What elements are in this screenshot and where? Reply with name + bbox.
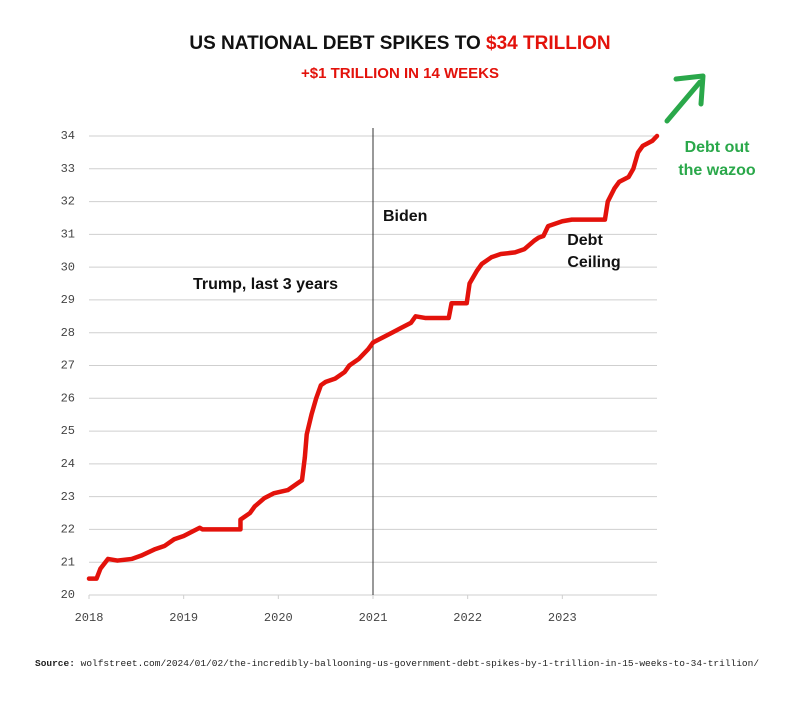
x-tick-label: 2021	[359, 611, 388, 625]
y-tick-label: 26	[61, 391, 75, 405]
x-tick-label: 2020	[264, 611, 293, 625]
y-tick-label: 31	[61, 228, 75, 242]
y-tick-label: 20	[61, 588, 75, 602]
annotation: Biden	[383, 208, 427, 225]
source: Source: wolfstreet.com/2024/01/02/the-in…	[35, 657, 770, 671]
annotation: Debt	[567, 232, 603, 249]
y-tick-label: 29	[61, 293, 75, 307]
subtitle: +$1 TRILLION IN 14 WEEKS	[301, 65, 499, 82]
debt-line	[86, 133, 660, 581]
chart: US NATIONAL DEBT SPIKES TO $34 TRILLION …	[61, 33, 756, 625]
y-tick-label: 21	[61, 555, 75, 569]
x-tick-label: 2022	[453, 611, 482, 625]
title-highlight: $34 TRILLION	[486, 33, 611, 54]
y-tick-label: 27	[61, 359, 75, 373]
y-tick-label: 28	[61, 326, 75, 340]
chart-title: US NATIONAL DEBT SPIKES TO $34 TRILLION	[189, 33, 610, 54]
annotation: Ceiling	[567, 254, 620, 271]
y-tick-label: 33	[61, 162, 75, 176]
y-tick-label: 34	[61, 129, 75, 143]
arrow	[664, 73, 706, 124]
source-label: Source:	[35, 658, 75, 669]
y-tick-label: 24	[61, 457, 75, 471]
title-text: US NATIONAL DEBT SPIKES TO	[189, 33, 486, 54]
annotation: the wazoo	[678, 162, 756, 179]
y-tick-label: 25	[61, 424, 75, 438]
annotation: Debt out	[685, 139, 751, 156]
source-url: wolfstreet.com/2024/01/02/the-incredibly…	[80, 658, 760, 669]
x-tick-label: 2019	[169, 611, 198, 625]
y-tick-label: 32	[61, 195, 75, 209]
x-tick-label: 2023	[548, 611, 577, 625]
y-tick-label: 30	[61, 260, 75, 274]
y-tick-label: 22	[61, 523, 75, 537]
y-tick-label: 23	[61, 490, 75, 504]
x-tick-label: 2018	[75, 611, 104, 625]
annotation: Trump, last 3 years	[193, 276, 338, 293]
